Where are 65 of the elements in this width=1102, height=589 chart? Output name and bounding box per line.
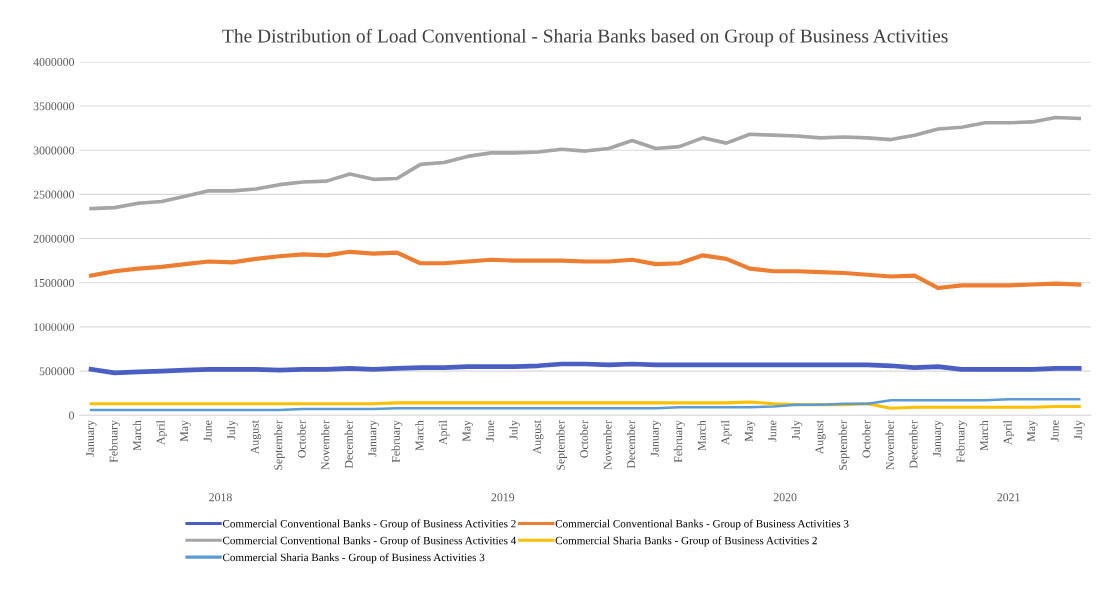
y-tick-label: 4000000 [33,58,75,67]
line-series [88,361,1082,376]
x-tick-label: May [744,420,756,442]
x-tick-label: February [956,420,967,463]
x-tick-label: March [979,420,989,451]
line-series [89,115,1082,211]
x-tick-label: May [1027,420,1038,442]
x-tick-label: January [86,420,97,457]
x-tick-label: May [462,420,473,442]
legend-label: Commercial Conventional Banks - Group of Business Activities 4 [222,536,517,547]
x-tick-label: December [909,420,918,469]
x-tick-label: July [1073,420,1085,440]
x-tick-label: November [603,420,612,470]
x-tick-label: January [368,420,379,457]
legend-label: Commercial Sharia Banks - Group of Business Activities 2 [555,536,817,547]
y-tick-label: 0 [69,411,75,420]
x-tick-label: December [344,420,353,469]
x-tick-label: October [297,420,306,458]
x-tick-label: November [885,420,894,470]
y-tick-label: 1500000 [34,278,75,287]
x-tick-label: July [226,420,238,440]
x-tick-label: February [109,420,120,463]
x-tick-label: June [486,420,495,442]
y-tick-label: 2000000 [33,234,75,243]
x-tick-label: August [815,420,826,455]
x-tick-label: September [273,420,285,470]
x-tick-label: January [933,420,944,457]
x-tick-label: January [650,420,662,457]
x-tick-label: April [1003,420,1014,445]
text: 2021 [997,493,1020,502]
legend-label: Commercial Conventional Banks - Group of Business Activities 2 [222,519,516,530]
x-tick-label: May [180,420,191,442]
x-tick-label: April [156,420,168,445]
x-tick-label: April [720,420,732,445]
x-tick-label: March [697,420,706,451]
x-tick-label: September [838,420,850,470]
y-tick-label: 3500000 [33,102,75,111]
legend-label: Commercial Conventional Banks - Group of Business Activities 3 [555,519,849,530]
text: 2018 [209,493,232,502]
x-tick-label: June [768,420,777,442]
x-tick-label: March [415,420,424,451]
x-tick-label: June [1050,420,1059,442]
x-tick-label: September [556,420,567,470]
text: 2019 [491,493,515,502]
x-tick-label: February [673,420,685,463]
x-tick-label: April [438,420,450,445]
line-series [89,249,1082,291]
text: 2020 [773,493,797,502]
y-tick-label: 500000 [39,367,75,376]
x-tick-label: June [203,420,212,442]
chart-title: The Distribution of Load Conventional - Sharia Banks based on Group of Business Activities [222,28,948,47]
legend-label: Commercial Sharia Banks - Group of Business Activities 3 [222,553,485,564]
y-tick-label: 2500000 [33,190,75,199]
x-tick-label: December [626,420,636,469]
x-tick-label: October [579,420,589,458]
x-tick-label: July [791,420,803,440]
x-tick-label: August [533,420,544,455]
x-tick-label: February [391,420,403,463]
x-tick-label: March [132,420,142,451]
y-tick-label: 3000000 [33,146,75,155]
x-tick-label: August [250,420,262,455]
x-tick-label: November [321,420,330,470]
y-tick-label: 1000000 [34,323,75,332]
x-tick-label: October [862,420,871,458]
x-tick-label: July [509,420,520,440]
